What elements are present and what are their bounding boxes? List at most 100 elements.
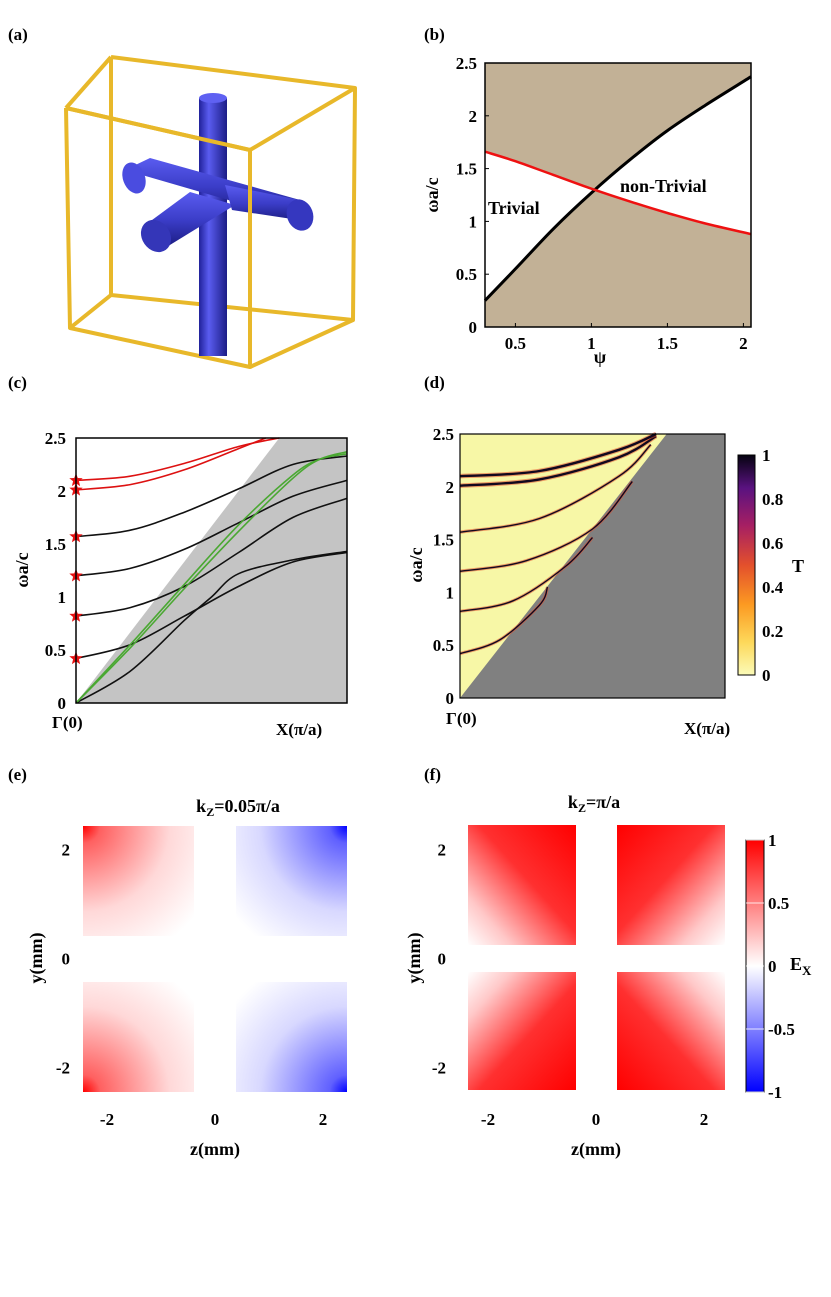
plot-frame bbox=[459, 433, 726, 699]
colorbar-tick: -0.5 bbox=[768, 1020, 795, 1039]
y-tick-label: 0 bbox=[438, 950, 447, 969]
y-tick-label: 0 bbox=[62, 950, 71, 969]
plot-frame bbox=[75, 437, 348, 704]
light-cone-region bbox=[460, 434, 725, 698]
colorbar-tick: 0 bbox=[768, 957, 777, 976]
band-black bbox=[75, 455, 348, 538]
y-axis-label: ωa/c bbox=[422, 177, 442, 212]
colorbar-tick: 0.2 bbox=[762, 622, 783, 641]
unit-cell-illustration bbox=[64, 55, 357, 369]
y-tick-label: 2 bbox=[438, 840, 447, 859]
y-tick-labels: 2 0 -2 bbox=[56, 840, 70, 1077]
y-tick-label: 2 bbox=[62, 840, 71, 859]
y-tick-labels: 0 0.5 1 1.5 2 2.5 bbox=[433, 425, 454, 708]
band-black bbox=[75, 479, 348, 577]
colorbar-tick: 1 bbox=[762, 446, 771, 465]
y-tick-label: 0.5 bbox=[45, 641, 66, 660]
annotation-non-trivial: non-Trivial bbox=[620, 176, 707, 196]
series-red-curve bbox=[484, 150, 752, 236]
band-red bbox=[75, 437, 266, 491]
colorbar-tick: 0.6 bbox=[762, 534, 783, 553]
y-tick-label: 2 bbox=[58, 482, 67, 501]
y-tick-label: 2.5 bbox=[433, 425, 454, 444]
y-tick-label: 1.5 bbox=[45, 535, 66, 554]
x-axis-label: z(mm) bbox=[190, 1139, 240, 1160]
resonance-line bbox=[459, 586, 549, 655]
y-axis-label: y(mm) bbox=[404, 933, 425, 984]
x-tick-label: 0.5 bbox=[505, 334, 526, 353]
field-map-f-chart: kZ=π/a -2 0 2 2 0 -2 z(mm) y(mm) 1 0.5 0 -0.5 -1… bbox=[404, 792, 812, 1160]
x-tick-label: 1.5 bbox=[657, 334, 678, 353]
panel-label-a: (a) bbox=[8, 25, 28, 44]
colorbar-tick-labels: 0 0.2 0.4 0.6 0.8 1 bbox=[762, 446, 784, 685]
x-tick-x: X(π/a) bbox=[276, 720, 322, 739]
x-tick-labels: 0.5 1 1.5 2 bbox=[505, 323, 748, 353]
band-black bbox=[75, 550, 348, 704]
y-axis-label: y(mm) bbox=[26, 933, 47, 984]
y-tick-label: 1 bbox=[446, 583, 455, 602]
resonance-line bbox=[459, 537, 594, 613]
y-tick-label: 2 bbox=[469, 107, 478, 126]
panel-label-c: (c) bbox=[8, 373, 27, 392]
annotation-trivial: Trivial bbox=[488, 198, 540, 218]
quadrant-top-right bbox=[617, 825, 725, 945]
y-axis-label: ωa/c bbox=[406, 547, 426, 582]
colorbar-tick-labels: 1 0.5 0 -0.5 -1 bbox=[746, 831, 795, 1102]
y-axis-label: ωa/c bbox=[12, 552, 32, 587]
phase-diagram-chart: 0 0.5 1 1.5 2 2.5 0.5 1 1.5 2 Trivial non-Trivia… bbox=[422, 54, 752, 367]
x-tick-label: -2 bbox=[481, 1110, 495, 1129]
colorbar-tick: 0.8 bbox=[762, 490, 783, 509]
transmission-map-chart: 0 0.5 1 1.5 2 2.5 Γ(0) X(π/a) ωa/c 0 0.2 0.4 0.6… bbox=[406, 425, 804, 738]
x-tick-gamma: Γ(0) bbox=[52, 713, 83, 732]
quadrant-top-right bbox=[236, 826, 347, 936]
x-tick-label: 0 bbox=[592, 1110, 601, 1129]
y-tick-label: 0 bbox=[446, 689, 455, 708]
colorbar-label: EX bbox=[790, 954, 812, 978]
y-tick-label: -2 bbox=[432, 1059, 446, 1078]
x-tick-x: X(π/a) bbox=[684, 719, 730, 738]
band-green bbox=[75, 451, 348, 704]
y-tick-label: 1.5 bbox=[433, 531, 454, 550]
y-tick-label: 0.5 bbox=[433, 636, 454, 655]
x-tick-label: 0 bbox=[211, 1110, 220, 1129]
band-structure-chart: 0 0.5 1 1.5 2 2.5 Γ(0) X(π/a) ωa/c bbox=[12, 429, 348, 739]
x-axis-label: z(mm) bbox=[571, 1139, 621, 1160]
chart-title: kZ=π/a bbox=[568, 792, 620, 815]
quadrant-top-left bbox=[83, 826, 194, 936]
panel-label-e: (e) bbox=[8, 765, 27, 784]
x-tick-label: -2 bbox=[100, 1110, 114, 1129]
quadrant-top-left bbox=[468, 825, 576, 945]
colorbar-tick: -1 bbox=[768, 1083, 782, 1102]
x-tick-label: 2 bbox=[700, 1110, 709, 1129]
y-tick-label: 1 bbox=[469, 212, 478, 231]
colorbar-tick: 0 bbox=[762, 666, 771, 685]
series-black-curve bbox=[483, 75, 752, 302]
y-tick-labels: 0 0.5 1 1.5 2 2.5 bbox=[45, 429, 66, 713]
chart-title: kZ=0.05π/a bbox=[196, 796, 280, 819]
panel-label-f: (f) bbox=[424, 765, 441, 784]
x-tick-label: 2 bbox=[319, 1110, 328, 1129]
colorbar-tick: 0.5 bbox=[768, 894, 789, 913]
y-tick-labels: 2 0 -2 bbox=[432, 840, 446, 1077]
x-tick-label: 2 bbox=[739, 334, 748, 353]
quadrant-bottom-left bbox=[83, 982, 194, 1092]
y-tick-label: 2 bbox=[446, 478, 455, 497]
colorbar-label: T bbox=[792, 556, 804, 576]
y-tick-label: 1 bbox=[58, 588, 67, 607]
field-map-e-chart: kZ=0.05π/a -2 0 2 2 0 -2 z(mm) y(mm) bbox=[26, 796, 347, 1160]
x-tick-labels: -2 0 2 bbox=[100, 1110, 327, 1129]
colorbar-tick: 1 bbox=[768, 831, 777, 850]
panel-label-d: (d) bbox=[424, 373, 445, 392]
y-tick-label: 2.5 bbox=[45, 429, 66, 448]
colorbar-tick: 0.4 bbox=[762, 578, 784, 597]
band-black bbox=[75, 497, 348, 617]
y-tick-label: 0.5 bbox=[456, 265, 477, 284]
resonance-line bbox=[459, 444, 652, 533]
band-black bbox=[75, 551, 348, 660]
resonance-line bbox=[459, 435, 657, 487]
x-tick-gamma: Γ(0) bbox=[446, 709, 477, 728]
x-tick-labels: -2 0 2 bbox=[481, 1110, 708, 1129]
quadrant-bottom-right bbox=[236, 982, 347, 1092]
quadrant-bottom-right bbox=[617, 972, 725, 1090]
panel-label-b: (b) bbox=[424, 25, 445, 44]
